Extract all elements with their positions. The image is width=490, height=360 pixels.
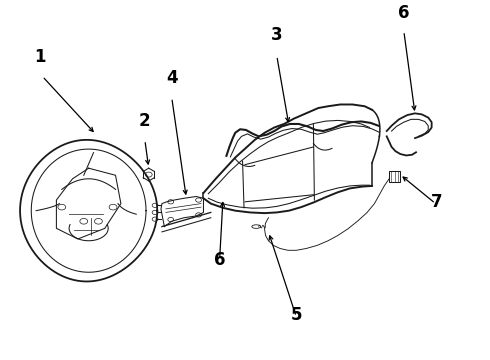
Text: 7: 7 [431, 193, 443, 211]
Text: 1: 1 [34, 48, 46, 66]
Text: 2: 2 [139, 112, 150, 130]
Bar [389, 171, 400, 183]
Text: 4: 4 [166, 69, 177, 87]
Text: 6: 6 [214, 251, 225, 269]
Text: 5: 5 [291, 306, 302, 324]
Text: 3: 3 [271, 26, 283, 44]
Text: 6: 6 [398, 4, 410, 22]
